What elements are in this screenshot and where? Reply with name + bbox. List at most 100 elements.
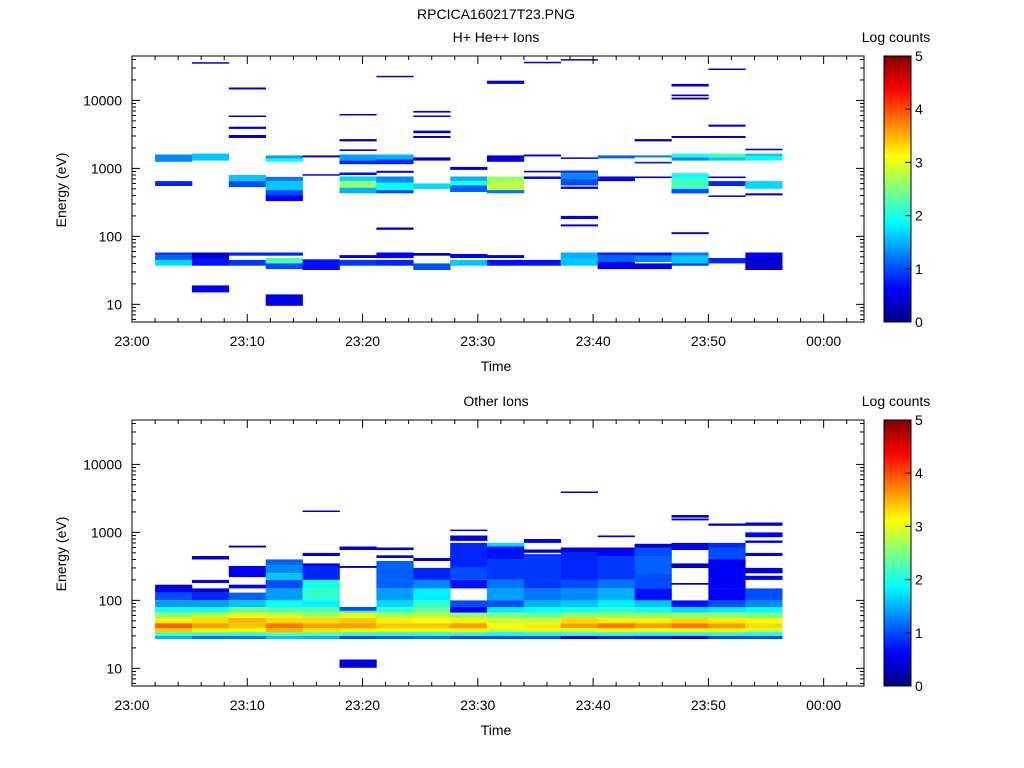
colorbar: 0 1 2 3 4 5 <box>883 412 923 694</box>
heatmap-cell <box>155 632 193 636</box>
heatmap-cell <box>523 600 562 607</box>
heatmap-cell <box>487 176 525 182</box>
figure-title: RPCICA160217T23.PNG <box>417 6 575 22</box>
heatmap-cell <box>523 170 562 173</box>
heatmap-cell <box>487 628 525 633</box>
heatmap-cell <box>671 255 709 264</box>
heatmap-cell <box>560 635 598 639</box>
heatmap-cell <box>671 94 709 97</box>
heatmap-cell <box>191 62 230 64</box>
heatmap-cell <box>708 176 746 179</box>
heatmap-cell <box>671 188 709 194</box>
heatmap-cell <box>339 635 377 639</box>
heatmap-cell <box>155 612 193 618</box>
heatmap-cell <box>745 540 783 543</box>
heatmap-cell <box>450 628 488 633</box>
heatmap-cell <box>708 547 746 560</box>
x-tick-label: 23:30 <box>460 333 495 349</box>
y-tick-label: 10000 <box>83 92 122 108</box>
heatmap-cell <box>560 224 598 227</box>
heatmap-cell <box>265 632 303 636</box>
colorbar-tick-label: 2 <box>915 572 923 588</box>
heatmap-cell <box>228 632 266 636</box>
heatmap-cell <box>339 255 377 258</box>
heatmap-cell <box>302 579 340 589</box>
heatmap-cell <box>560 607 598 613</box>
heatmap-cell <box>671 173 709 179</box>
heatmap-cell <box>487 255 525 258</box>
heatmap-cell <box>671 628 709 633</box>
heatmap-cell <box>450 259 488 266</box>
heatmap-cell <box>228 135 266 138</box>
heatmap-cell <box>228 566 266 578</box>
heatmap-cell <box>634 263 672 270</box>
heatmap-cell <box>523 607 562 613</box>
heatmap-cell <box>302 632 340 636</box>
heatmap-cell <box>376 252 414 259</box>
heatmap-cells <box>155 491 783 668</box>
heatmap-cell <box>560 157 598 159</box>
heatmap-cell <box>376 182 414 191</box>
x-tick-label: 23:50 <box>691 333 726 349</box>
heatmap-cell <box>671 83 709 87</box>
heatmap-cell <box>302 600 340 607</box>
heatmap-cell <box>597 255 635 262</box>
heatmap-cell <box>302 588 340 601</box>
heatmap-cell <box>597 556 635 580</box>
heatmap-cell <box>597 588 635 601</box>
heatmap-cell <box>487 542 525 547</box>
heatmap-cell <box>228 618 266 624</box>
heatmap-cell <box>634 155 672 158</box>
heatmap-cell <box>450 181 488 186</box>
heatmap-cell <box>708 635 746 639</box>
heatmap-cell <box>523 554 562 589</box>
heatmap-cell <box>376 561 414 589</box>
heatmap-cell <box>745 588 783 601</box>
colorbar-tick-label: 4 <box>915 101 923 117</box>
heatmap-cell <box>265 565 303 574</box>
heatmap-cell <box>745 632 783 636</box>
heatmap-cell <box>228 126 266 129</box>
heatmap-cell <box>191 607 230 613</box>
heatmap-cell <box>339 149 377 151</box>
heatmap-cell <box>413 600 451 607</box>
heatmap-cell <box>634 618 672 624</box>
heatmap-cell <box>487 635 525 639</box>
heatmap-cell <box>597 618 635 624</box>
heatmap-cell <box>155 255 193 260</box>
heatmap-cell <box>339 176 377 182</box>
heatmap-cell <box>597 547 635 556</box>
heatmap-cell <box>560 632 598 636</box>
x-tick-label: 23:20 <box>345 333 380 349</box>
heatmap-cell <box>376 635 414 639</box>
heatmap-cell <box>745 628 783 633</box>
heatmap-cell <box>560 588 598 601</box>
heatmap-cell <box>191 632 230 636</box>
heatmap-cell <box>708 632 746 636</box>
heatmap-cell <box>708 523 746 526</box>
heatmap-cell <box>450 632 488 636</box>
heatmap-cell <box>745 635 783 639</box>
x-tick-label: 00:00 <box>806 697 841 713</box>
heatmap-cell <box>155 181 193 186</box>
y-tick-label: 10 <box>106 660 122 676</box>
heatmap-cell <box>339 259 377 266</box>
heatmap-cell <box>413 253 451 256</box>
heatmap-cell <box>265 190 303 196</box>
heatmap-cell <box>155 592 193 601</box>
heatmap-cell <box>302 259 340 270</box>
heatmap-cell <box>597 623 635 629</box>
heatmap-cell <box>376 170 414 173</box>
heatmap-cell <box>745 612 783 618</box>
heatmap-cell <box>450 166 488 170</box>
heatmap-cell <box>745 181 783 189</box>
heatmap-cell <box>745 567 783 574</box>
x-tick-label: 23:30 <box>460 697 495 713</box>
heatmap-cell <box>671 607 709 613</box>
heatmap-cell <box>413 628 451 633</box>
y-tick-label: 10000 <box>83 456 122 472</box>
heatmap-cell <box>634 556 672 574</box>
heatmap-cell <box>339 546 377 550</box>
x-tick-label: 23:20 <box>345 697 380 713</box>
